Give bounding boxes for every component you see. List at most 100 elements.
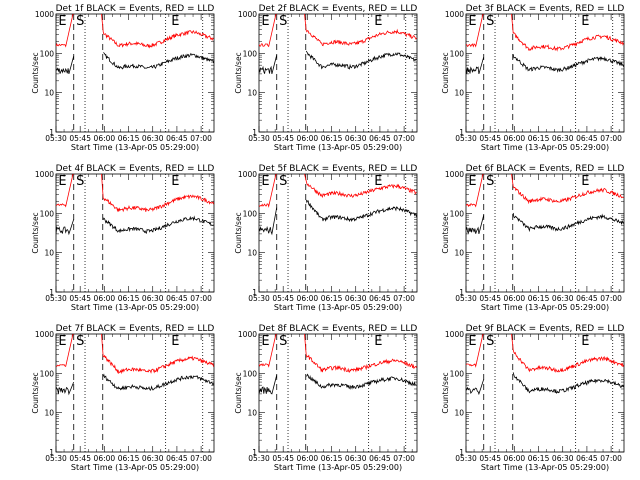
x-tick-label: 07:00	[600, 454, 622, 463]
events-series-line	[56, 381, 75, 396]
x-tick-label: 05:30	[45, 294, 67, 303]
events-series-line	[305, 50, 417, 70]
event-marker-label: E	[261, 174, 269, 189]
event-marker-label: E	[261, 334, 269, 349]
lld-series-line	[259, 334, 277, 368]
y-axis-label: Counts/sec	[234, 372, 243, 413]
x-tick-label: 06:30	[142, 454, 164, 463]
y-tick-label: 10	[247, 409, 257, 418]
detector-panel: Det 2f BLACK = Events, RED = LLD 1 10 100 10…	[234, 4, 417, 152]
x-tick-label: 06:15	[321, 454, 343, 463]
y-tick-label: 1000	[35, 170, 54, 179]
events-series-line	[466, 56, 485, 75]
x-tick-label: 06:00	[504, 454, 526, 463]
plot-frame	[465, 333, 625, 453]
x-tick-label: 06:15	[528, 294, 550, 303]
panel-title: Det 7f BLACK = Events, RED = LLD	[56, 324, 215, 334]
x-tick-label: 06:00	[504, 294, 526, 303]
events-series-line	[103, 52, 214, 70]
events-series-line	[56, 55, 75, 75]
lld-series-line	[56, 174, 74, 208]
event-marker-label: E	[58, 14, 66, 29]
x-tick-label: 06:30	[552, 294, 574, 303]
y-tick-label: 1000	[445, 330, 464, 339]
events-series-line	[305, 199, 417, 223]
panel-title: Det 3f BLACK = Events, RED = LLD	[466, 4, 625, 14]
lld-series-line	[466, 334, 484, 368]
y-tick-label: 1	[252, 448, 257, 457]
lld-series-line	[304, 174, 417, 198]
y-tick-label: 1	[49, 448, 54, 457]
x-tick-label: 06:00	[297, 134, 319, 143]
y-tick-label: 100	[243, 49, 258, 58]
event-marker-label: E	[468, 334, 476, 349]
events-series-line	[512, 372, 624, 394]
x-axis-label: Start Time (13-Apr-05 05:29:00)	[71, 463, 199, 472]
y-tick-label: 10	[247, 249, 257, 258]
y-tick-label: 1	[459, 288, 464, 297]
x-tick-label: 05:45	[272, 454, 294, 463]
y-tick-label: 10	[247, 89, 257, 98]
series-group	[259, 334, 417, 395]
x-tick-label: 06:45	[576, 294, 598, 303]
x-axis-label: Start Time (13-Apr-05 05:29:00)	[481, 143, 609, 152]
y-tick-label: 1000	[35, 330, 54, 339]
y-tick-label: 1000	[35, 10, 54, 19]
x-tick-label: 06:45	[166, 294, 188, 303]
x-tick-label: 07:00	[393, 294, 415, 303]
x-axis-label: Start Time (13-Apr-05 05:29:00)	[274, 303, 402, 312]
y-tick-label: 1000	[238, 330, 257, 339]
events-series-line	[466, 215, 485, 234]
x-axis-label: Start Time (13-Apr-05 05:29:00)	[481, 303, 609, 312]
y-tick-label: 100	[450, 49, 465, 58]
event-marker-label: E	[374, 334, 382, 349]
x-tick-label: 06:30	[345, 134, 367, 143]
panel-title: Det 8f BLACK = Events, RED = LLD	[259, 324, 418, 334]
x-tick-label: 06:15	[528, 134, 550, 143]
x-axis-label: Start Time (13-Apr-05 05:29:00)	[71, 303, 199, 312]
y-tick-label: 10	[44, 409, 54, 418]
series-group	[56, 14, 214, 75]
x-tick-label: 06:15	[118, 134, 140, 143]
y-tick-label: 1000	[445, 170, 464, 179]
detector-panel: Det 9f BLACK = Events, RED = LLD 1 10 100 10…	[441, 324, 624, 472]
y-tick-label: 10	[454, 249, 464, 258]
lld-series-line	[101, 174, 214, 213]
panel-title: Det 1f BLACK = Events, RED = LLD	[56, 4, 215, 14]
x-tick-label: 06:30	[142, 294, 164, 303]
event-marker-label: E	[58, 174, 66, 189]
y-tick-label: 100	[40, 209, 55, 218]
x-tick-label: 06:30	[345, 454, 367, 463]
x-axis-label: Start Time (13-Apr-05 05:29:00)	[274, 143, 402, 152]
y-tick-label: 10	[454, 89, 464, 98]
series-group	[466, 334, 624, 396]
x-tick-label: 06:00	[297, 454, 319, 463]
y-axis-label: Counts/sec	[234, 212, 243, 253]
event-marker-label: E	[581, 174, 589, 189]
detector-panel: Det 1f BLACK = Events, RED = LLD 1 10 100 10…	[31, 4, 214, 152]
lld-series-line	[304, 334, 417, 373]
y-tick-label: 1	[252, 128, 257, 137]
x-tick-label: 06:30	[345, 294, 367, 303]
x-tick-label: 06:45	[369, 454, 391, 463]
event-marker-label: E	[468, 174, 476, 189]
event-marker-label: S	[76, 174, 84, 189]
detector-panel: Det 7f BLACK = Events, RED = LLD 1 10 100 10…	[31, 324, 214, 472]
plot-frame	[258, 13, 418, 133]
lld-series-line	[259, 174, 277, 208]
x-tick-label: 06:45	[576, 134, 598, 143]
x-tick-label: 06:15	[321, 134, 343, 143]
events-series-line	[259, 55, 278, 74]
y-tick-label: 1	[459, 128, 464, 137]
lld-series-line	[511, 174, 624, 205]
event-marker-label: E	[374, 174, 382, 189]
y-axis-label: Counts/sec	[234, 52, 243, 93]
x-tick-label: 05:45	[69, 294, 91, 303]
event-marker-label: S	[486, 334, 494, 349]
event-marker-label: E	[171, 334, 179, 349]
plot-frame	[465, 13, 625, 133]
events-series-line	[259, 207, 278, 236]
events-series-line	[102, 373, 214, 391]
x-tick-label: 05:30	[45, 454, 67, 463]
